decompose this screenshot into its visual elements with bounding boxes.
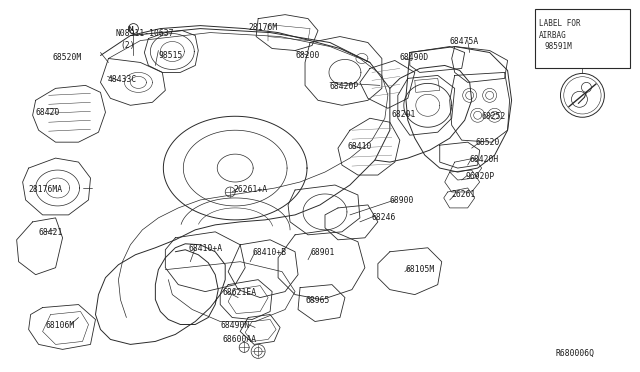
Text: 68420H: 68420H	[470, 155, 499, 164]
Text: 48433C: 48433C	[108, 76, 137, 84]
Text: 68200: 68200	[295, 51, 319, 60]
Text: 98515: 98515	[158, 51, 183, 60]
Text: 98591M: 98591M	[545, 42, 572, 51]
Text: 68420: 68420	[36, 108, 60, 117]
Text: 68965: 68965	[305, 296, 330, 305]
Text: AIRBAG: AIRBAG	[538, 31, 566, 39]
Text: 68410: 68410	[348, 142, 372, 151]
Text: 68475A: 68475A	[450, 36, 479, 45]
Text: 68901: 68901	[310, 248, 334, 257]
Text: N: N	[127, 26, 133, 32]
Text: 68410+B: 68410+B	[252, 248, 286, 257]
Text: 96920P: 96920P	[466, 172, 495, 181]
Circle shape	[561, 73, 604, 117]
Text: 68600AA: 68600AA	[222, 336, 257, 344]
Text: 26261+A: 26261+A	[233, 185, 268, 194]
Text: 68106M: 68106M	[45, 321, 75, 330]
Text: 68520: 68520	[476, 138, 500, 147]
Text: 68421: 68421	[38, 228, 63, 237]
Text: R680006Q: R680006Q	[556, 349, 595, 358]
Text: (2): (2)	[120, 41, 135, 49]
Text: 68490N: 68490N	[220, 321, 250, 330]
Text: 68201: 68201	[392, 110, 416, 119]
Text: 68252: 68252	[482, 112, 506, 121]
Text: 28176MA: 28176MA	[29, 185, 63, 194]
Text: 68246: 68246	[372, 213, 396, 222]
Text: 28176M: 28176M	[248, 23, 277, 32]
Text: 68621EA: 68621EA	[222, 288, 257, 296]
Text: 68420P: 68420P	[330, 82, 359, 92]
Text: 68520M: 68520M	[52, 52, 82, 61]
Text: 68105M: 68105M	[406, 265, 435, 274]
Text: 26261: 26261	[452, 190, 476, 199]
Text: 68900: 68900	[390, 196, 414, 205]
Text: LABEL FOR: LABEL FOR	[538, 19, 580, 28]
Text: 68410+A: 68410+A	[188, 244, 223, 253]
Text: N08911-10637: N08911-10637	[115, 29, 174, 38]
FancyBboxPatch shape	[534, 9, 630, 68]
Text: 68490D: 68490D	[400, 52, 429, 61]
